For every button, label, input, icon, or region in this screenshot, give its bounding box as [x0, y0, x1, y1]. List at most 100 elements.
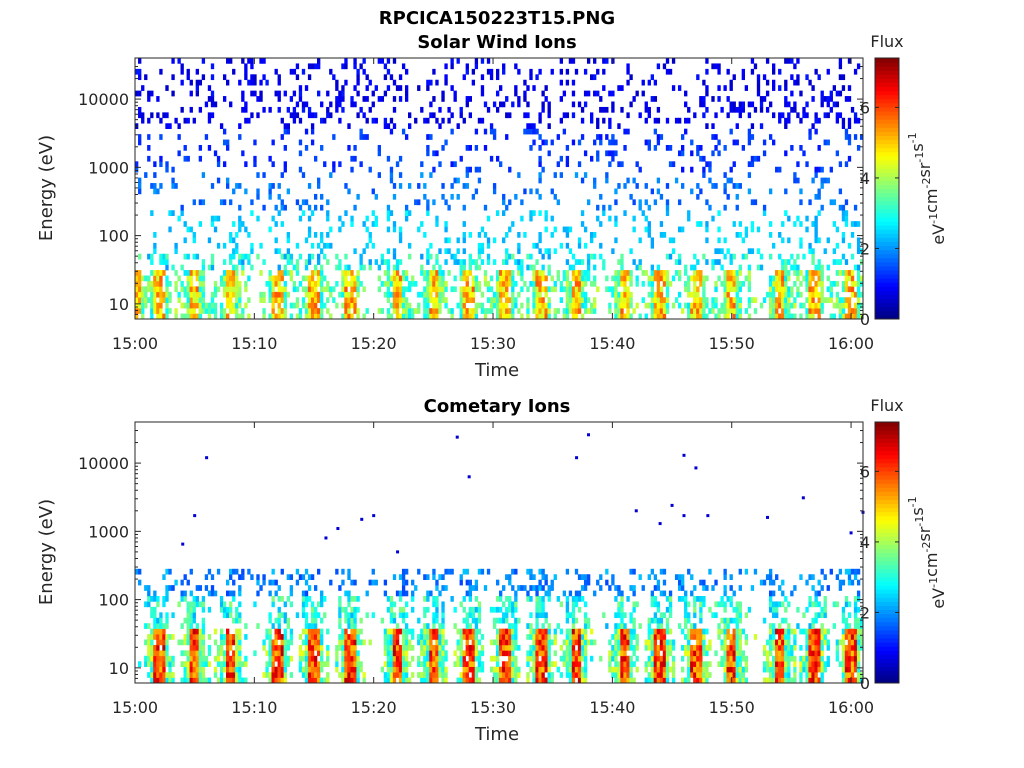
heatmap-cell — [787, 302, 791, 309]
heatmap-cell — [690, 139, 694, 146]
heatmap-cell — [192, 628, 196, 635]
heatmap-cell — [153, 275, 157, 282]
heatmap-cell — [435, 253, 439, 260]
heatmap-cell — [411, 579, 415, 586]
heatmap-cell — [687, 634, 691, 640]
heatmap-cell — [571, 596, 576, 602]
heatmap-cell — [444, 248, 448, 255]
heatmap-cell — [310, 123, 315, 129]
heatmap-cell — [705, 90, 709, 97]
heatmap-cell — [441, 291, 445, 298]
heatmap-cell — [677, 623, 682, 629]
heatmap-cell — [532, 210, 536, 216]
heatmap-cell — [268, 617, 272, 624]
heatmap-cell — [593, 90, 597, 97]
heatmap-cell — [626, 275, 630, 282]
heatmap-cell — [844, 259, 849, 265]
heatmap-cell — [356, 650, 360, 657]
heatmap-cell — [744, 232, 749, 238]
heatmap-cell — [165, 612, 169, 619]
heatmap-cell — [532, 123, 536, 129]
heatmap-cell — [280, 275, 284, 282]
heatmap-cell — [186, 297, 190, 303]
heatmap-cell — [796, 253, 800, 260]
heatmap-cell — [586, 275, 591, 282]
heatmap-cell — [571, 650, 576, 657]
heatmap-cell — [426, 291, 430, 298]
heatmap-cell — [417, 226, 421, 233]
heatmap-cell — [350, 221, 354, 227]
heatmap-cell — [708, 161, 712, 168]
heatmap-cell — [562, 313, 567, 320]
heatmap-cell — [465, 639, 469, 646]
heatmap-cell — [389, 596, 394, 602]
heatmap-cell — [441, 96, 445, 102]
heatmap-cell — [574, 172, 579, 178]
heatmap-cell — [229, 237, 233, 244]
heatmap-cell — [662, 639, 667, 646]
heatmap-cell — [514, 672, 518, 678]
heatmap-cell — [559, 172, 563, 178]
heatmap-cell — [811, 123, 815, 129]
heatmap-cell — [438, 291, 442, 298]
heatmap-cell — [483, 128, 488, 135]
heatmap-cell — [250, 74, 254, 81]
colorbar-swatch — [875, 225, 899, 230]
heatmap-cell — [438, 634, 442, 640]
heatmap-cell — [517, 644, 521, 651]
heatmap-cell — [289, 253, 294, 260]
heatmap-cell — [729, 596, 733, 602]
heatmap-cell — [350, 96, 354, 102]
heatmap-cell — [677, 270, 682, 276]
heatmap-cell — [547, 264, 551, 271]
heatmap-cell — [511, 308, 515, 314]
heatmap-cell — [750, 248, 755, 255]
heatmap-cell — [341, 639, 345, 646]
heatmap-cell — [444, 666, 448, 673]
heatmap-cell — [653, 117, 658, 124]
heatmap-cell — [784, 291, 788, 298]
heatmap-cell — [541, 634, 545, 640]
heatmap-cell — [429, 297, 433, 303]
heatmap-cell — [477, 628, 482, 635]
heatmap-cell — [662, 275, 667, 282]
heatmap-cell — [502, 193, 506, 200]
heatmap-cell — [247, 117, 251, 124]
heatmap-cell — [729, 297, 733, 303]
colorbar-swatch — [875, 70, 899, 75]
heatmap-cell — [532, 634, 536, 640]
heatmap-cell — [156, 655, 160, 662]
heatmap-cell — [735, 612, 739, 619]
heatmap-cell — [738, 585, 742, 591]
heatmap-cell — [213, 313, 218, 320]
heatmap-cell — [799, 90, 803, 97]
heatmap-cell — [547, 286, 551, 293]
heatmap-cell — [350, 596, 354, 602]
heatmap-cell — [332, 166, 336, 173]
heatmap-cell — [280, 655, 284, 662]
heatmap-cell — [665, 199, 670, 206]
heatmap-cell — [838, 161, 843, 168]
heatmap-cell — [144, 302, 148, 309]
heatmap-cell — [283, 302, 287, 309]
heatmap-cell — [135, 308, 139, 314]
heatmap-cell — [520, 313, 524, 320]
heatmap-cell — [277, 297, 281, 303]
heatmap-cell — [577, 677, 582, 684]
heatmap-cell — [717, 275, 721, 282]
heatmap-cell — [141, 313, 145, 320]
heatmap-cell — [180, 590, 184, 597]
heatmap-cell — [362, 677, 366, 684]
heatmap-cell — [295, 264, 300, 271]
heatmap-cell — [723, 628, 727, 635]
heatmap-cell — [732, 639, 736, 646]
heatmap-cell — [180, 579, 184, 586]
heatmap-cell — [426, 628, 430, 635]
heatmap-cell — [726, 628, 730, 635]
heatmap-cell — [210, 221, 215, 227]
heatmap-cell — [611, 139, 615, 146]
heatmap-cell — [380, 617, 385, 624]
heatmap-cell — [271, 297, 275, 303]
heatmap-cell — [856, 313, 861, 320]
heatmap-cell — [459, 644, 463, 651]
